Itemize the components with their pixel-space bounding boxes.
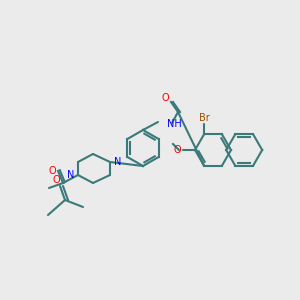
Text: N: N bbox=[114, 157, 122, 167]
Text: Br: Br bbox=[199, 113, 209, 123]
Text: O: O bbox=[52, 175, 60, 185]
Text: N: N bbox=[67, 170, 74, 180]
Text: O: O bbox=[173, 145, 181, 155]
Text: NH: NH bbox=[167, 119, 182, 129]
Text: O: O bbox=[48, 166, 56, 176]
Text: O: O bbox=[161, 93, 169, 103]
